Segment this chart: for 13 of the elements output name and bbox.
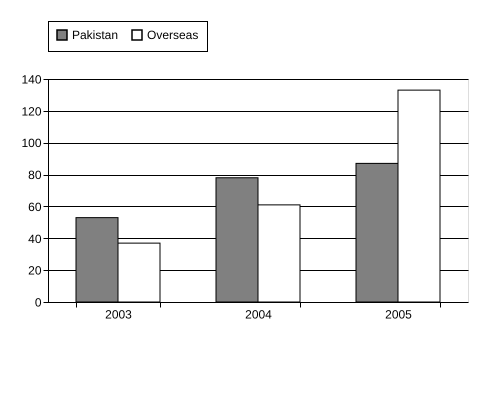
- y-tick-label: 80: [28, 168, 42, 182]
- y-tick-label: 20: [28, 264, 42, 278]
- y-tick-label: 0: [34, 296, 42, 310]
- legend-label: Overseas: [147, 28, 198, 42]
- y-tick-label: 140: [21, 72, 42, 86]
- x-tick-label: 2005: [385, 308, 412, 322]
- legend-label: Pakistan: [72, 28, 118, 42]
- x-tick-label: 2004: [245, 308, 272, 322]
- x-tick-label: 2003: [105, 308, 132, 322]
- y-tick-label: 60: [28, 200, 42, 214]
- y-tick-label: 120: [21, 104, 42, 118]
- y-tick-label: 40: [28, 232, 42, 246]
- y-tick-label: 100: [21, 136, 42, 150]
